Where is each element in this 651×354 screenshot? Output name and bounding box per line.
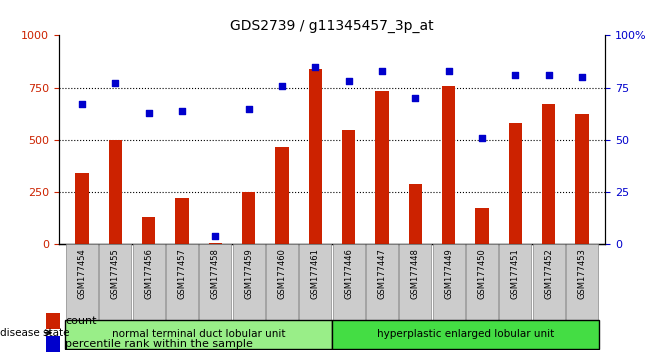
Bar <box>109 140 122 244</box>
Text: percentile rank within the sample: percentile rank within the sample <box>65 339 253 349</box>
Bar <box>399 244 432 322</box>
Point <box>310 64 320 70</box>
Bar <box>208 243 222 244</box>
Text: GSM177458: GSM177458 <box>211 248 220 299</box>
Bar <box>166 244 198 322</box>
Bar <box>409 184 422 244</box>
Text: GSM177454: GSM177454 <box>77 248 87 299</box>
Text: GSM177456: GSM177456 <box>144 248 153 299</box>
Point <box>177 108 187 113</box>
Text: GSM177450: GSM177450 <box>478 248 486 299</box>
Bar <box>66 244 98 322</box>
Bar <box>575 114 589 244</box>
Bar <box>499 244 531 322</box>
Point <box>410 95 421 101</box>
Bar <box>76 173 89 244</box>
Text: GSM177457: GSM177457 <box>178 248 186 299</box>
Bar <box>175 198 189 244</box>
Point <box>77 102 87 107</box>
Point <box>377 68 387 74</box>
Text: GSM177451: GSM177451 <box>511 248 520 299</box>
Text: count: count <box>65 316 96 326</box>
Point <box>443 68 454 74</box>
Bar <box>433 244 465 322</box>
Point <box>277 83 287 88</box>
Bar <box>142 217 156 244</box>
Bar <box>46 313 60 329</box>
Bar <box>376 91 389 244</box>
Text: disease state: disease state <box>0 328 70 338</box>
Point <box>544 72 554 78</box>
Text: hyperplastic enlarged lobular unit: hyperplastic enlarged lobular unit <box>377 329 554 339</box>
Bar <box>133 244 165 322</box>
Title: GDS2739 / g11345457_3p_at: GDS2739 / g11345457_3p_at <box>230 19 434 33</box>
Bar <box>65 320 332 349</box>
Point <box>510 72 521 78</box>
Bar <box>242 192 255 244</box>
Point <box>243 106 254 112</box>
Point <box>110 81 120 86</box>
Bar <box>309 69 322 244</box>
Text: GSM177446: GSM177446 <box>344 248 353 299</box>
Bar <box>566 244 598 322</box>
Bar <box>332 320 599 349</box>
Text: GSM177448: GSM177448 <box>411 248 420 299</box>
Bar <box>232 244 265 322</box>
Bar <box>475 208 489 244</box>
Bar <box>275 147 288 244</box>
Bar <box>342 130 355 244</box>
Bar <box>199 244 231 322</box>
Point <box>143 110 154 115</box>
Bar <box>466 244 498 322</box>
Text: GSM177453: GSM177453 <box>577 248 587 299</box>
Point <box>477 135 487 141</box>
Text: GSM177459: GSM177459 <box>244 248 253 299</box>
Bar <box>99 244 132 322</box>
Point <box>577 74 587 80</box>
Text: GSM177455: GSM177455 <box>111 248 120 299</box>
Text: GSM177460: GSM177460 <box>277 248 286 299</box>
Text: normal terminal duct lobular unit: normal terminal duct lobular unit <box>112 329 285 339</box>
Text: GSM177452: GSM177452 <box>544 248 553 299</box>
Bar <box>366 244 398 322</box>
Bar <box>299 244 331 322</box>
Bar <box>508 123 522 244</box>
Bar <box>333 244 365 322</box>
Point <box>210 233 221 239</box>
Text: GSM177449: GSM177449 <box>444 248 453 299</box>
Bar <box>46 336 60 352</box>
Text: GSM177461: GSM177461 <box>311 248 320 299</box>
Bar <box>542 104 555 244</box>
Text: GSM177447: GSM177447 <box>378 248 387 299</box>
Bar <box>533 244 565 322</box>
Bar <box>442 86 456 244</box>
Bar <box>266 244 298 322</box>
Point <box>344 79 354 84</box>
